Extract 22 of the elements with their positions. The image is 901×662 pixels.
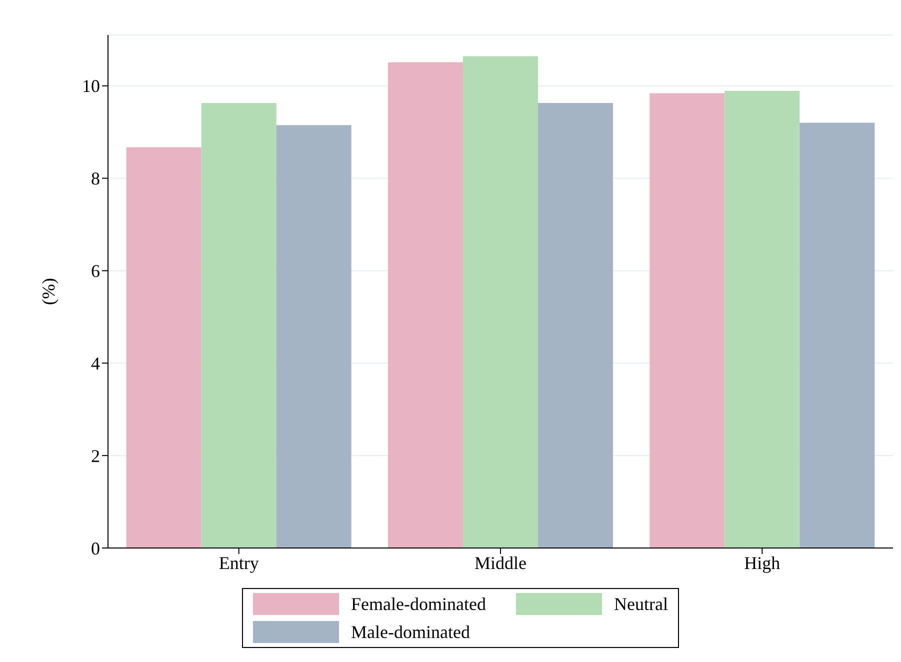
y-tick-label: 6 — [91, 261, 100, 282]
bar — [388, 62, 463, 548]
y-tick-label: 10 — [82, 76, 100, 96]
bar — [800, 122, 875, 548]
x-tick-label: Middle — [474, 552, 527, 573]
bar — [201, 102, 276, 548]
bar — [276, 125, 352, 548]
bar — [650, 93, 725, 548]
legend-label: Female-dominated — [351, 594, 486, 614]
legend-label: Neutral — [614, 594, 668, 614]
bar — [126, 147, 202, 548]
y-axis-title: (%) — [38, 278, 58, 305]
bar — [724, 90, 800, 548]
y-tick-label: 8 — [91, 168, 100, 189]
legend-label: Male-dominated — [351, 622, 470, 642]
y-tick-label: 0 — [91, 538, 100, 558]
bar — [538, 102, 613, 548]
y-tick-label: 2 — [91, 446, 100, 466]
x-tick-label: High — [744, 552, 780, 573]
y-tick-label: 4 — [91, 354, 100, 374]
bar — [462, 56, 538, 548]
x-tick-label: Entry — [218, 552, 259, 573]
